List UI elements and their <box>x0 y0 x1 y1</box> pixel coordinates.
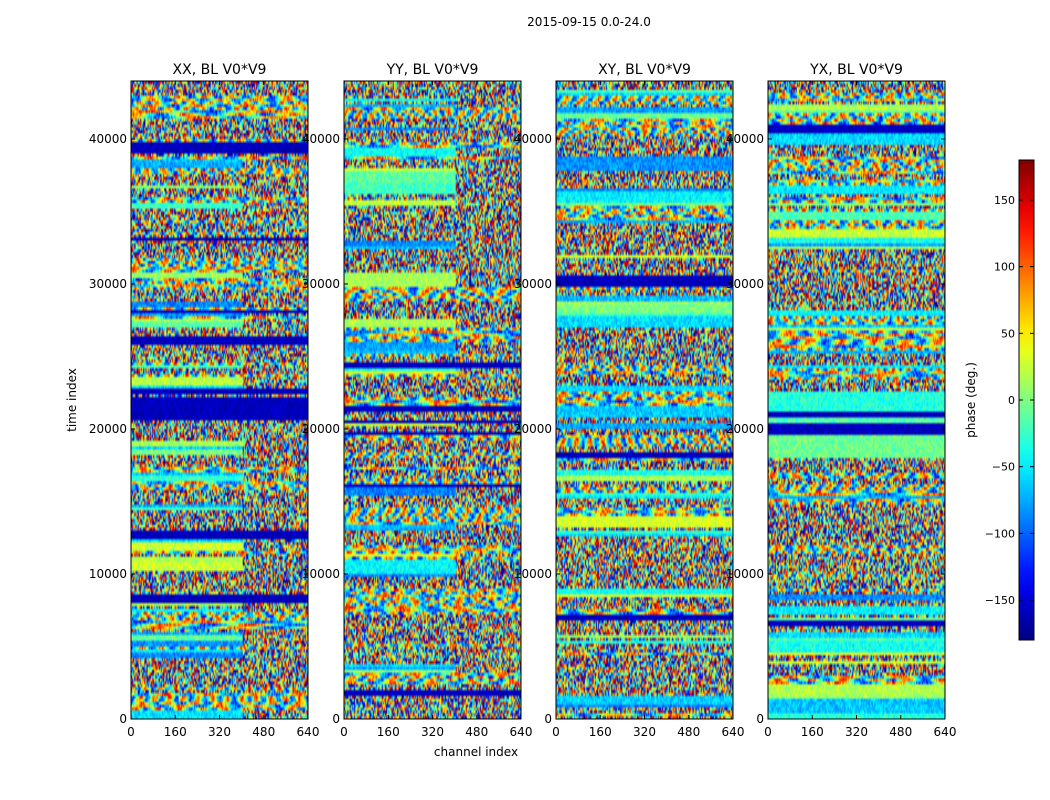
panel-xy: XY, BL V0*V9 0 160 320 480 640 0 10000 20000 3000… <box>514 62 745 739</box>
y-tick-label: 20000 <box>514 422 552 436</box>
y-tick-label: 0 <box>756 712 764 726</box>
colorbar-tick-label: 50 <box>1001 327 1015 340</box>
x-tick-label: 640 <box>510 725 533 739</box>
panel-yx: YX, BL V0*V9 0 160 320 480 640 0 10000 20000 3000… <box>726 62 957 739</box>
y-tick-label: 10000 <box>89 567 127 581</box>
y-tick-label: 40000 <box>89 132 127 146</box>
x-tick-label: 160 <box>589 725 612 739</box>
y-tick-label: 10000 <box>302 567 340 581</box>
phase-heatmap-image <box>344 81 521 719</box>
y-tick-label: 0 <box>332 712 340 726</box>
y-tick-label: 40000 <box>302 132 340 146</box>
x-tick-label: 320 <box>633 725 656 739</box>
heatmap-panels: XX, BL V0*V9 0 160 320 480 640 0 10000 20000 3000… <box>89 62 957 739</box>
y-tick-label: 10000 <box>514 567 552 581</box>
panel-title: XX, BL V0*V9 <box>173 62 267 78</box>
x-tick-label: 0 <box>127 725 135 739</box>
colorbar-tick-label: −150 <box>985 594 1015 607</box>
panel-title: YY, BL V0*V9 <box>386 62 479 78</box>
x-tick-label: 640 <box>934 725 957 739</box>
x-tick-label: 320 <box>845 725 868 739</box>
panel-yy: YY, BL V0*V9 0 160 320 480 640 0 10000 20000 3000… <box>302 62 533 739</box>
x-tick-label: 160 <box>801 725 824 739</box>
x-tick-label: 480 <box>465 725 488 739</box>
x-tick-label: 160 <box>377 725 400 739</box>
y-axis-label: time index <box>65 368 79 432</box>
y-tick-label: 40000 <box>514 132 552 146</box>
colorbar-tick-label: 150 <box>994 194 1015 207</box>
x-tick-label: 0 <box>552 725 560 739</box>
colorbar-label: phase (deg.) <box>964 362 978 438</box>
y-tick-label: 20000 <box>302 422 340 436</box>
y-tick-label: 0 <box>544 712 552 726</box>
x-tick-label: 0 <box>764 725 772 739</box>
y-tick-label: 0 <box>119 712 127 726</box>
x-tick-label: 160 <box>164 725 187 739</box>
panel-xx: XX, BL V0*V9 0 160 320 480 640 0 10000 20000 3000… <box>89 62 320 739</box>
x-tick-label: 480 <box>677 725 700 739</box>
y-tick-label: 30000 <box>726 277 764 291</box>
colorbar-tick-label: 0 <box>1008 394 1015 407</box>
x-axis-label: channel index <box>434 745 518 759</box>
x-tick-label: 0 <box>340 725 348 739</box>
colorbar-tick-label: −100 <box>985 527 1015 540</box>
x-tick-label: 320 <box>208 725 231 739</box>
x-tick-label: 480 <box>889 725 912 739</box>
x-tick-label: 320 <box>421 725 444 739</box>
phase-heatmap-image <box>131 81 308 719</box>
panel-title: YX, BL V0*V9 <box>809 62 903 78</box>
phase-heatmap-image <box>556 81 733 719</box>
colorbar-tick-label: 100 <box>994 261 1015 274</box>
phase-heatmap-image <box>768 81 945 719</box>
colorbar-tick-label: −50 <box>992 461 1015 474</box>
y-tick-label: 40000 <box>726 132 764 146</box>
x-tick-label: 640 <box>297 725 320 739</box>
panel-title: XY, BL V0*V9 <box>598 62 691 78</box>
x-tick-label: 480 <box>252 725 275 739</box>
y-tick-label: 10000 <box>726 567 764 581</box>
y-tick-label: 30000 <box>514 277 552 291</box>
y-tick-label: 30000 <box>302 277 340 291</box>
y-tick-label: 20000 <box>89 422 127 436</box>
y-tick-label: 20000 <box>726 422 764 436</box>
colorbar: 150 100 50 0 −50 −100 −150 <box>985 159 1035 641</box>
x-tick-label: 640 <box>722 725 745 739</box>
y-tick-label: 30000 <box>89 277 127 291</box>
figure-suptitle: 2015-09-15 0.0-24.0 <box>527 15 651 29</box>
